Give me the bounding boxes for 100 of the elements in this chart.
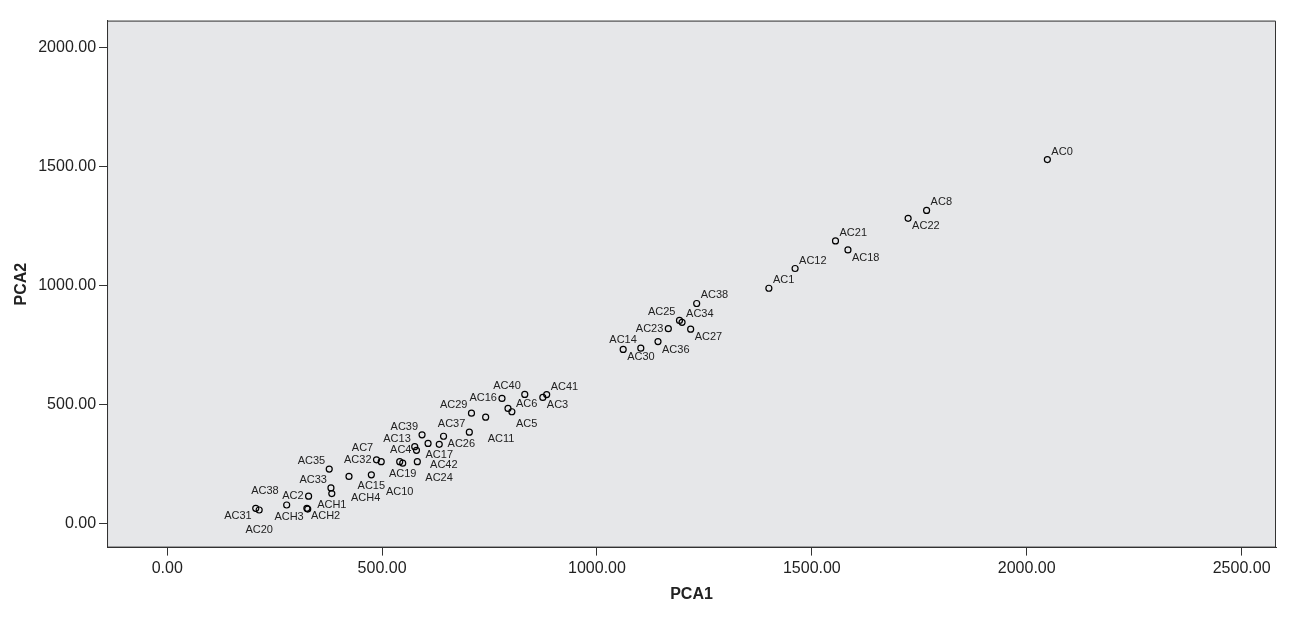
data-label: AC38 xyxy=(700,288,729,301)
point xyxy=(904,214,912,222)
point xyxy=(377,458,385,466)
data-label: AC18 xyxy=(851,250,880,263)
point xyxy=(693,299,701,308)
data-label: ACH4 xyxy=(350,491,381,504)
point xyxy=(413,458,421,466)
point xyxy=(255,506,263,514)
point xyxy=(424,439,432,447)
point xyxy=(283,501,291,509)
point xyxy=(252,504,260,512)
point xyxy=(411,443,419,451)
point xyxy=(521,390,529,398)
data-label: AC20 xyxy=(245,523,273,536)
x-tick-label: 2000.00 xyxy=(997,558,1056,576)
data-label: AC0 xyxy=(1051,144,1073,157)
data-label: AC24 xyxy=(425,470,453,483)
x-tick-label: 0.00 xyxy=(151,558,183,576)
point xyxy=(687,325,695,333)
y-axis-title: PCA2 xyxy=(12,262,30,306)
data-label: AC31 xyxy=(224,509,252,522)
point xyxy=(498,394,506,403)
data-label: AC34 xyxy=(686,307,714,320)
data-label: AC15 xyxy=(357,478,386,491)
point xyxy=(543,391,551,399)
point xyxy=(325,465,333,473)
data-label: AC16 xyxy=(469,391,498,404)
point xyxy=(482,413,490,421)
data-label: AC22 xyxy=(912,219,940,232)
data-label: AC40 xyxy=(493,379,521,392)
data-label: ACH1 xyxy=(317,497,347,510)
point xyxy=(831,237,840,245)
point xyxy=(504,404,512,413)
point xyxy=(765,284,773,292)
point xyxy=(664,325,672,333)
data-label: AC14 xyxy=(609,333,637,346)
point xyxy=(791,264,799,273)
data-label: AC10 xyxy=(385,484,414,497)
data-label: AC35 xyxy=(297,454,326,467)
data-label: AC29 xyxy=(439,398,468,411)
data-label: AC3 xyxy=(546,398,569,411)
point xyxy=(439,432,448,440)
x-axis-title: PCA1 xyxy=(670,584,713,602)
data-label: AC26 xyxy=(447,437,476,450)
point xyxy=(305,492,313,500)
data-label: AC33 xyxy=(299,472,327,485)
x-tick-label: 2500.00 xyxy=(1212,558,1271,576)
data-label: AC1 xyxy=(772,273,795,286)
data-label: AC19 xyxy=(388,467,417,480)
data-label: AC32 xyxy=(343,452,372,465)
point xyxy=(372,456,381,464)
data-label: AC2 xyxy=(282,489,304,502)
point xyxy=(396,458,404,466)
point xyxy=(345,472,353,481)
point xyxy=(435,440,443,448)
data-label: AC23 xyxy=(635,321,664,334)
point xyxy=(465,428,473,436)
point xyxy=(328,489,336,498)
y-tick-label: 1500.00 xyxy=(38,157,97,175)
point xyxy=(675,316,684,324)
data-label: AC11 xyxy=(487,432,515,445)
data-label: AC8 xyxy=(930,195,953,208)
data-label: AC42 xyxy=(430,458,458,471)
data-label: AC17 xyxy=(425,448,454,461)
data-label: AC27 xyxy=(694,330,723,343)
y-tick-label: 2000.00 xyxy=(38,38,97,56)
point xyxy=(539,393,547,402)
point xyxy=(678,318,686,326)
data-label: AC37 xyxy=(437,417,466,430)
data-label: AC25 xyxy=(647,305,676,318)
data-label: AC5 xyxy=(516,417,538,430)
data-label: AC21 xyxy=(839,225,868,238)
point xyxy=(619,345,627,354)
data-label: ACH3 xyxy=(274,510,304,523)
x-tick-label: 1000.00 xyxy=(568,558,626,576)
data-label: AC30 xyxy=(627,350,655,363)
data-label: ACH2 xyxy=(310,509,341,522)
data-label: AC36 xyxy=(662,342,690,355)
point xyxy=(412,446,421,454)
x-tick-label: 500.00 xyxy=(357,558,407,576)
point xyxy=(327,484,335,492)
data-label: AC12 xyxy=(799,253,827,266)
data-label: AC4 xyxy=(390,443,412,456)
y-tick-label: 0.00 xyxy=(64,514,97,532)
point xyxy=(467,409,476,417)
point xyxy=(367,471,375,479)
data-label: AC13 xyxy=(383,431,411,444)
data-label: AC7 xyxy=(351,440,374,453)
point xyxy=(923,206,931,215)
point xyxy=(418,431,426,439)
data-label: AC41 xyxy=(550,379,579,392)
point xyxy=(844,246,852,254)
data-label: AC39 xyxy=(390,419,419,432)
point xyxy=(654,337,662,346)
y-tick-label: 500.00 xyxy=(47,395,97,413)
data-label: AC38 xyxy=(251,484,279,497)
point xyxy=(1043,155,1051,164)
data-label: AC6 xyxy=(515,396,538,409)
point xyxy=(399,459,407,467)
point xyxy=(508,408,516,416)
